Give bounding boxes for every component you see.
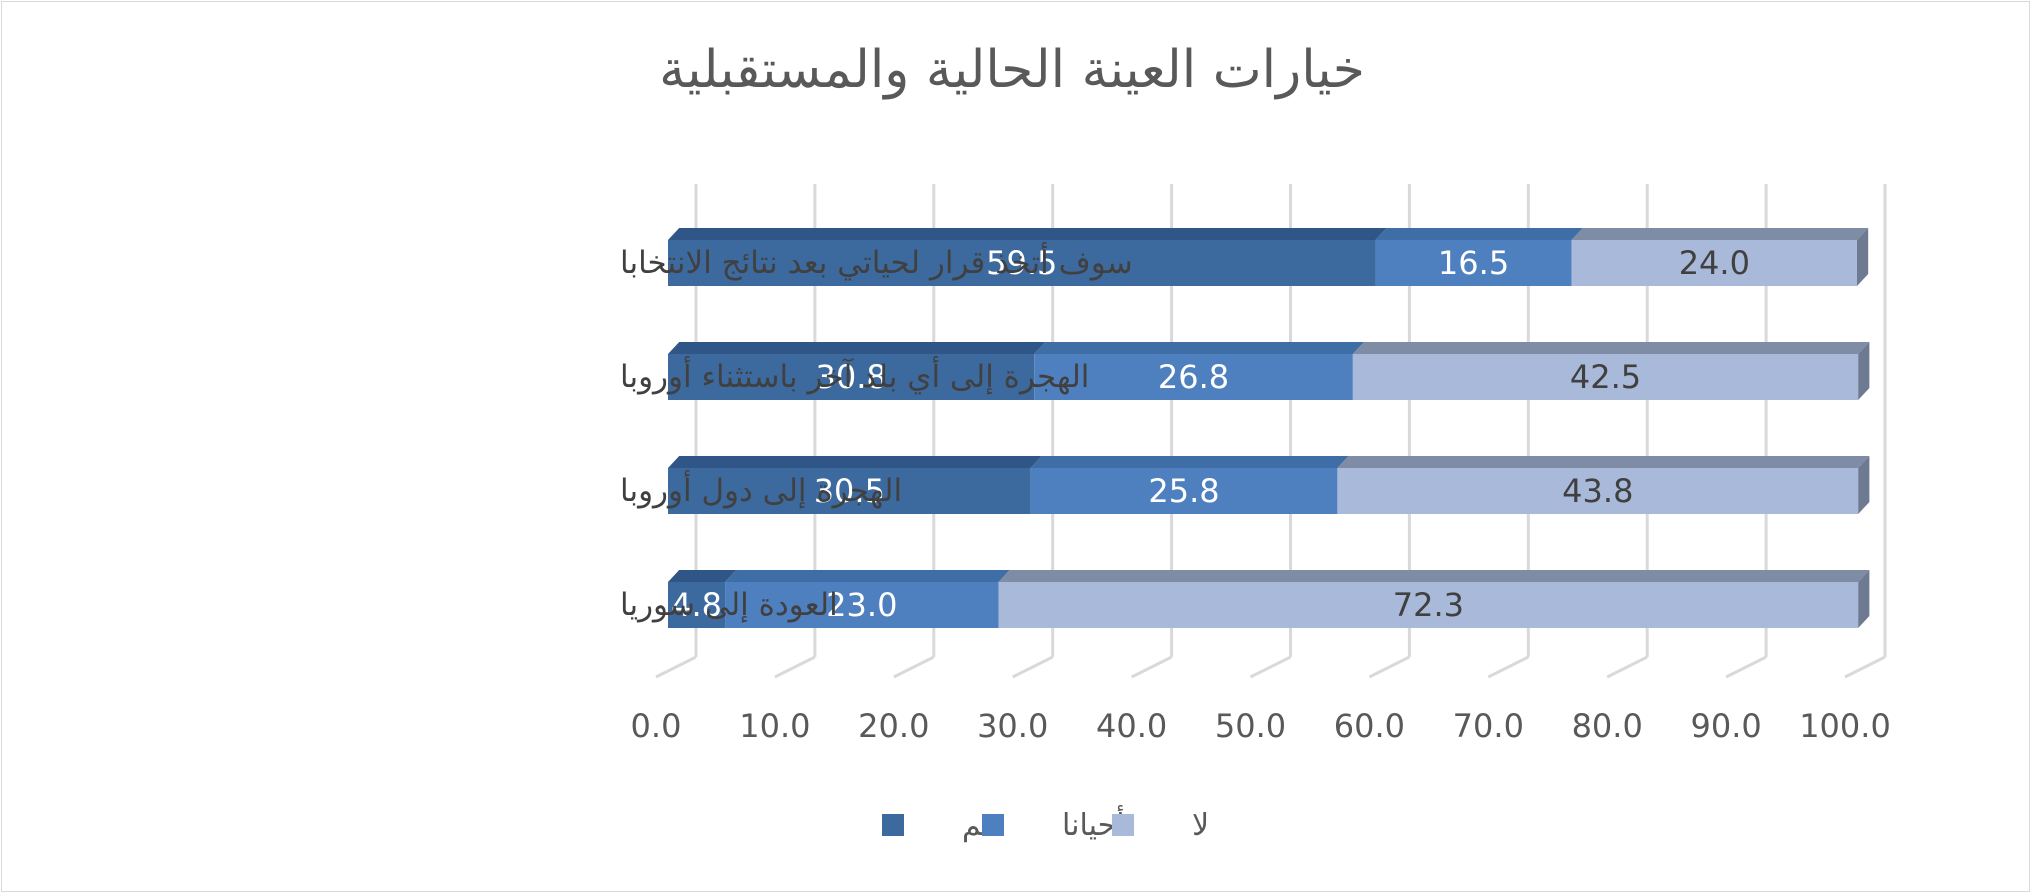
bar-segment xyxy=(1352,354,1859,400)
x-tick-label: 20.0 xyxy=(858,707,929,745)
data-label: 30.5 xyxy=(814,472,885,510)
bar-top-face xyxy=(998,570,1870,582)
bar-top-face xyxy=(1030,456,1349,468)
data-label: 30.8 xyxy=(815,358,886,396)
floor-gridline xyxy=(655,655,697,679)
legend: نعمأحيانالا xyxy=(882,804,1209,843)
data-label: 72.3 xyxy=(1393,586,1464,624)
floor-gridline xyxy=(893,655,935,679)
data-label: 4.8 xyxy=(671,586,722,624)
x-tick-label: 0.0 xyxy=(631,707,682,745)
bars: 59.5 16.5 24.0 30.8 26.8 42.5 30.5 25.8 43.8 4.8 2… xyxy=(668,228,1870,628)
data-label: 25.8 xyxy=(1148,472,1219,510)
category-label: الهجرة إلى دول أوروبا xyxy=(620,470,902,509)
category-label: سوف أتخذ قرار لحياتي بعد نتائج الانتخابا xyxy=(620,242,1133,281)
data-label: 23.0 xyxy=(826,586,897,624)
bar-end-face xyxy=(1858,342,1870,400)
x-tick-label: 100.0 xyxy=(1799,707,1891,745)
bar-top-face xyxy=(668,228,1387,240)
bar-top-face xyxy=(1571,228,1869,240)
floor-gridline xyxy=(1249,655,1292,679)
floor-gridline xyxy=(774,655,816,679)
floor-gridline xyxy=(1130,655,1173,679)
category-labels: سوف أتخذ قرار لحياتي بعد نتائج الانتخابا… xyxy=(620,242,1133,623)
x-tick-label: 50.0 xyxy=(1215,707,1286,745)
bar-top-face xyxy=(1337,456,1870,468)
category-label: الهجرة إلى أي بلد آخر باستثناء أوروبا xyxy=(620,356,1089,395)
bar-segment xyxy=(1337,468,1859,514)
floor-gridline xyxy=(1844,655,1886,679)
bar-segment xyxy=(1030,468,1338,514)
floor-gridline xyxy=(1487,655,1529,679)
bar-segment xyxy=(1571,240,1857,286)
bar-top-face xyxy=(1034,342,1365,354)
chart-title: خيارات العينة الحالية والمستقبلية xyxy=(659,40,1365,100)
x-tick-label: 30.0 xyxy=(977,707,1048,745)
x-tick-label: 90.0 xyxy=(1690,707,1761,745)
x-tick-label: 10.0 xyxy=(739,707,810,745)
data-label: 16.5 xyxy=(1438,244,1509,282)
legend-swatch xyxy=(882,814,904,836)
x-tick-label: 70.0 xyxy=(1453,707,1524,745)
bar-segment xyxy=(1375,240,1572,286)
floor-gridline xyxy=(1725,655,1767,679)
bar-segment xyxy=(1034,354,1353,400)
bar-top-face xyxy=(1352,342,1870,354)
x-axis-tick-labels: 0.0 10.0 20.0 30.0 40.0 50.0 60.0 70.0 80.0 90.0 1… xyxy=(631,707,1891,745)
x-tick-label: 60.0 xyxy=(1334,707,1405,745)
data-label: 42.5 xyxy=(1570,358,1641,396)
bar-top-face xyxy=(1375,228,1583,240)
bar-end-face xyxy=(1858,570,1870,628)
bar-segment xyxy=(668,354,1035,400)
bar-segment xyxy=(668,468,1031,514)
bar-segment xyxy=(668,240,1376,286)
legend-swatch xyxy=(1112,814,1134,836)
x-tick-label: 80.0 xyxy=(1572,707,1643,745)
data-label: 43.8 xyxy=(1562,472,1633,510)
bar-top-face xyxy=(725,570,1010,582)
category-label: العودة إلى سوريا xyxy=(620,587,838,623)
bar-top-face xyxy=(668,456,1042,468)
floor-gridline xyxy=(1368,655,1411,679)
bar-end-face xyxy=(1858,456,1870,514)
bar-top-face xyxy=(668,342,1046,354)
legend-swatch xyxy=(982,814,1004,836)
data-label: 59.5 xyxy=(986,244,1057,282)
legend-label: لا xyxy=(1192,808,1209,843)
bar-top-face xyxy=(668,570,737,582)
x-tick-label: 40.0 xyxy=(1096,707,1167,745)
data-label: 24.0 xyxy=(1679,244,1750,282)
floor-gridline xyxy=(1606,655,1648,679)
bar-segment xyxy=(998,582,1859,628)
bar-segment xyxy=(668,582,726,628)
bar-segment xyxy=(725,582,999,628)
bar-end-face xyxy=(1857,228,1869,286)
data-label: 26.8 xyxy=(1158,358,1229,396)
floor-gridline xyxy=(1012,655,1054,679)
